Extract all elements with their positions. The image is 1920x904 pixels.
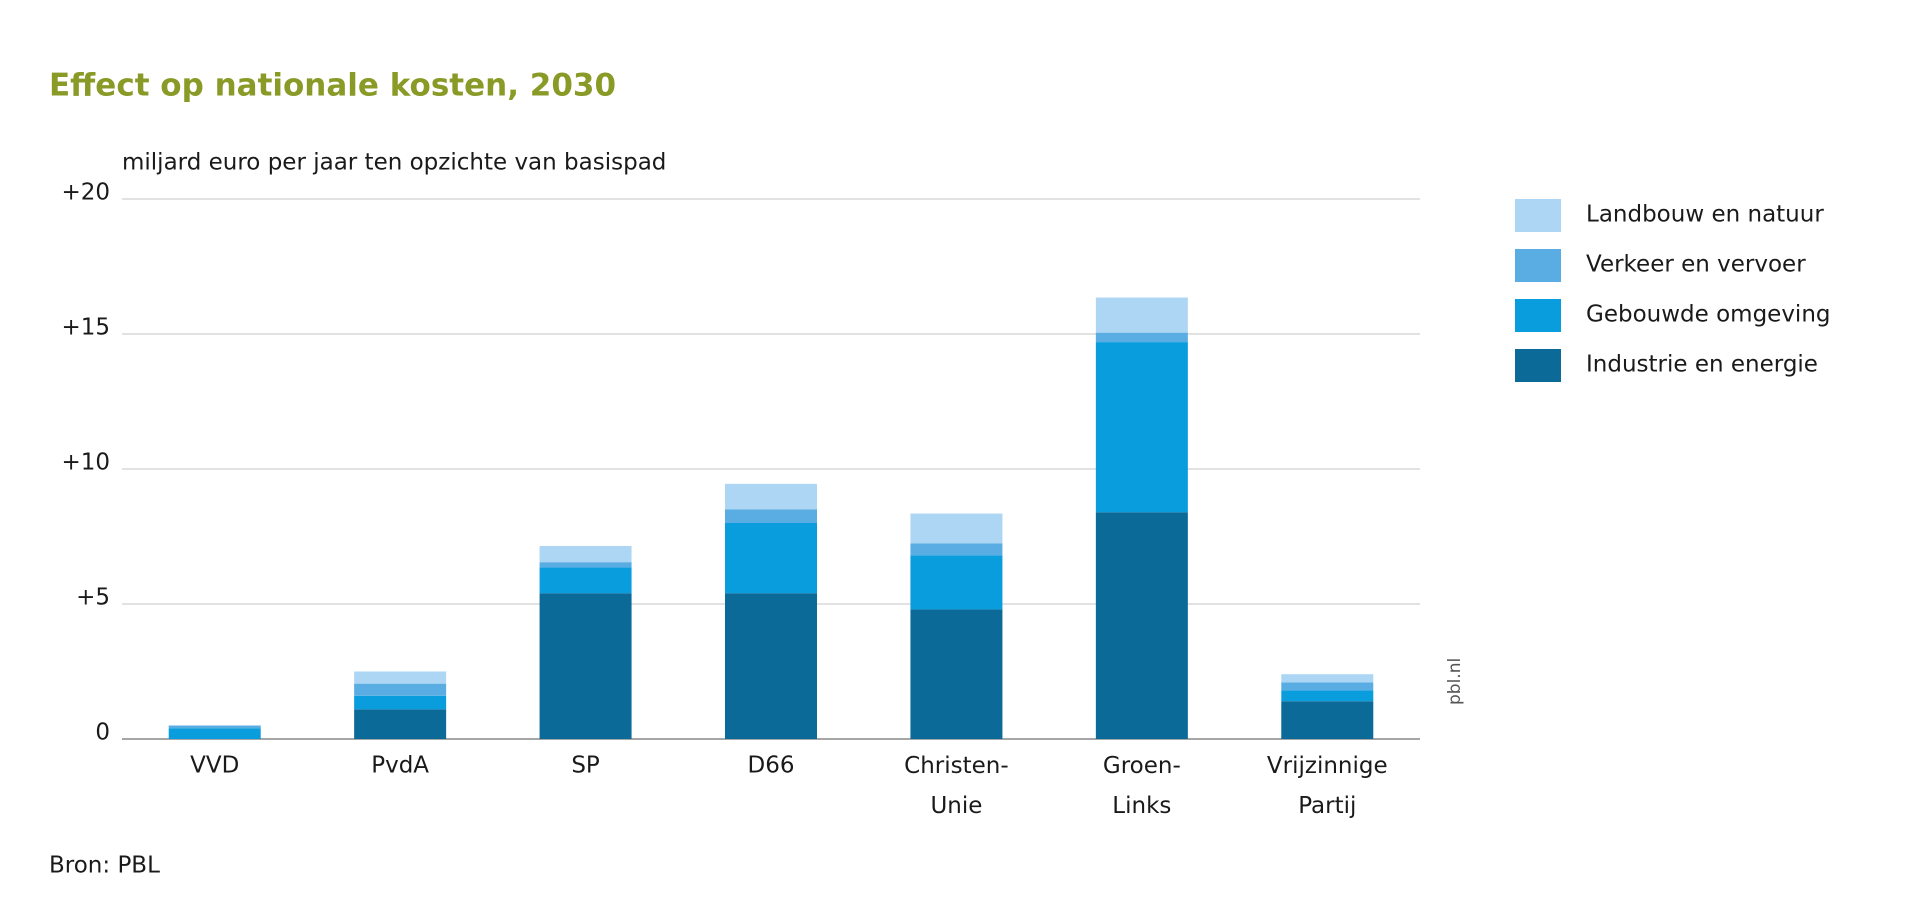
x-tick-label: D66 xyxy=(748,753,795,779)
bar-segment xyxy=(910,513,1003,544)
bar-segment xyxy=(1095,332,1188,343)
bar-segment xyxy=(725,483,817,510)
legend-swatch xyxy=(1515,249,1561,282)
bar-segment xyxy=(354,683,447,696)
legend-swatch xyxy=(1515,349,1561,382)
bar-segment xyxy=(725,593,817,739)
y-tick-label: +15 xyxy=(61,315,110,341)
legend-label: Gebouwde omgeving xyxy=(1586,302,1831,328)
bar-segment xyxy=(725,523,817,594)
bar-segment xyxy=(910,609,1003,739)
bar-segment xyxy=(1095,512,1188,739)
x-tick-label: Christen-Unie xyxy=(904,753,1009,819)
bar-segment xyxy=(539,562,632,568)
legend-swatch xyxy=(1515,199,1561,232)
x-tick-label: VVD xyxy=(190,753,239,779)
x-tick-label: SP xyxy=(571,753,600,779)
y-tick-label: +20 xyxy=(61,180,110,206)
bar-segment xyxy=(1281,674,1374,683)
bar-segment xyxy=(1281,690,1374,702)
bar-segment xyxy=(539,567,632,594)
bar-segment xyxy=(910,555,1003,610)
y-axis-label: miljard euro per jaar ten opzichte van b… xyxy=(122,150,666,176)
bar-segment xyxy=(168,728,261,739)
bar-segment xyxy=(1095,297,1188,333)
chart-title: Effect op nationale kosten, 2030 xyxy=(49,68,616,104)
bar-segment xyxy=(354,695,447,710)
bar-segment xyxy=(1281,701,1374,739)
bar-segment xyxy=(1095,342,1188,513)
bar-segment xyxy=(539,545,632,563)
y-tick-label: +5 xyxy=(76,585,110,611)
source: Bron: PBL xyxy=(49,853,160,879)
bar-segment xyxy=(910,543,1003,556)
y-tick-label: +10 xyxy=(61,450,110,476)
x-tick-label: Vrijzinnige Partij xyxy=(1267,753,1388,819)
x-tick-label: PvdA xyxy=(371,753,429,779)
bar-segment xyxy=(354,671,447,684)
bar-segment xyxy=(1281,682,1374,691)
bar-segment xyxy=(725,509,817,523)
bar-segment xyxy=(168,725,261,729)
bar-segment xyxy=(539,593,632,739)
watermark: pbl.nl xyxy=(1445,658,1465,705)
legend-label: Industrie en energie xyxy=(1586,352,1818,378)
bar-segment xyxy=(354,709,447,739)
legend-label: Landbouw en natuur xyxy=(1586,202,1824,228)
legend-label: Verkeer en vervoer xyxy=(1586,252,1806,278)
y-tick-label: 0 xyxy=(95,720,110,746)
x-tick-label: Groen-Links xyxy=(1103,753,1181,819)
legend-swatch xyxy=(1515,299,1561,332)
